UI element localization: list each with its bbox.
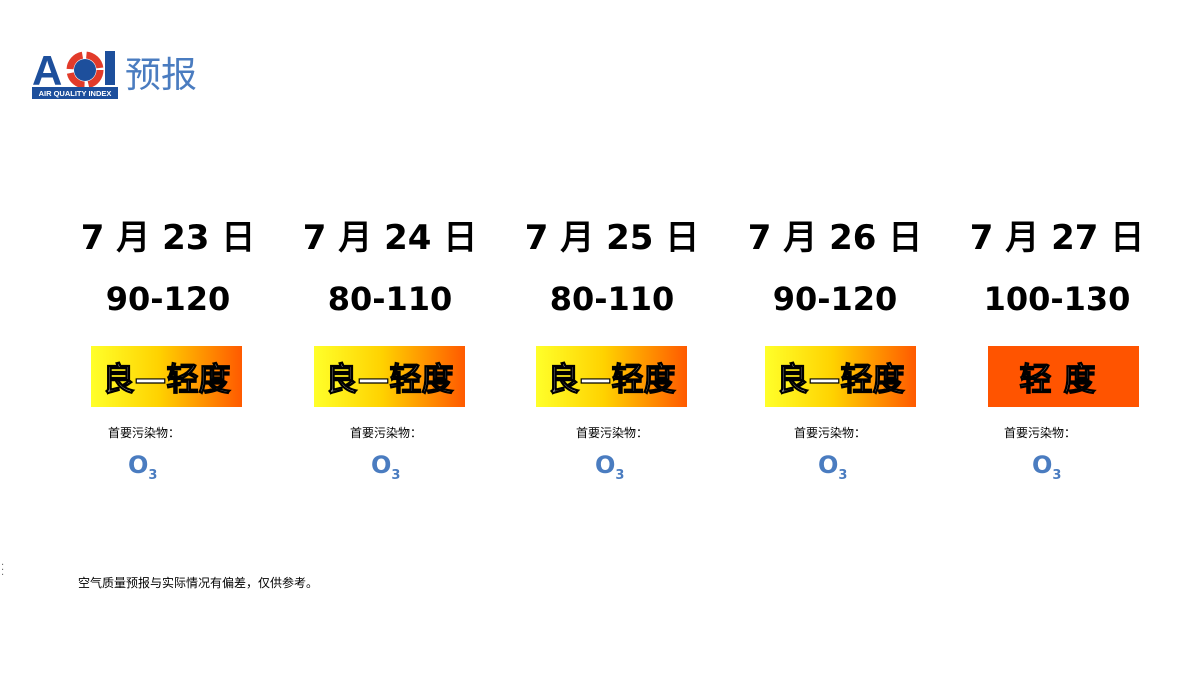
aqi-range: 90-120 — [105, 280, 231, 318]
primary-pollutant-label: 首要污染物： — [108, 426, 181, 440]
primary-pollutant: O3 — [595, 451, 624, 483]
logo-subtitle: AIR QUALITY INDEX — [39, 89, 112, 98]
aqi-range: 80-110 — [327, 280, 453, 318]
pollutant-symbol: O — [371, 451, 392, 479]
forecast-date: 7 月 23 日 — [80, 218, 256, 258]
primary-pollutant: O3 — [818, 451, 847, 483]
primary-pollutant: O3 — [1032, 451, 1061, 483]
primary-pollutant: O3 — [128, 451, 157, 483]
aqi-level-badge: 良—轻度 — [765, 346, 916, 407]
drag-handle-icon[interactable]: · · · — [1, 560, 5, 581]
primary-pollutant-label: 首要污染物： — [350, 426, 423, 440]
forecast-date: 7 月 24 日 — [302, 218, 478, 258]
aqi-level-badge: 轻度 — [988, 346, 1139, 407]
aqi-logo-letters: A — [32, 47, 62, 94]
pollutant-symbol: O — [128, 451, 149, 479]
globe-icon — [74, 59, 96, 81]
forecast-date: 7 月 27 日 — [969, 218, 1145, 258]
aqi-logo: A AIR QUALITY INDEX — [32, 47, 118, 99]
aqi-level-badge: 良—轻度 — [91, 346, 242, 407]
primary-pollutant: O3 — [371, 451, 400, 483]
pollutant-subscript: 3 — [148, 467, 158, 483]
forecast-date: 7 月 26 日 — [747, 218, 923, 258]
pollutant-subscript: 3 — [838, 467, 848, 483]
pollutant-subscript: 3 — [1052, 467, 1062, 483]
pollutant-symbol: O — [818, 451, 839, 479]
aqi-ring — [66, 51, 104, 89]
aqi-level-badge: 良—轻度 — [536, 346, 687, 407]
aqi-range: 80-110 — [549, 280, 675, 318]
pollutant-symbol: O — [1032, 451, 1053, 479]
page-title: 预报 — [125, 55, 198, 96]
pollutant-symbol: O — [595, 451, 616, 479]
aqi-level-badge: 良—轻度 — [314, 346, 465, 407]
primary-pollutant-label: 首要污染物： — [1004, 426, 1077, 440]
primary-pollutant-label: 首要污染物： — [576, 426, 649, 440]
aqi-range: 100-130 — [983, 280, 1131, 318]
pollutant-subscript: 3 — [391, 467, 401, 483]
disclaimer: 空气质量预报与实际情况有偏差，仅供参考。 — [78, 576, 319, 590]
pollutant-subscript: 3 — [615, 467, 625, 483]
aqi-range: 90-120 — [772, 280, 898, 318]
forecast-date: 7 月 25 日 — [524, 218, 700, 258]
primary-pollutant-label: 首要污染物： — [794, 426, 867, 440]
